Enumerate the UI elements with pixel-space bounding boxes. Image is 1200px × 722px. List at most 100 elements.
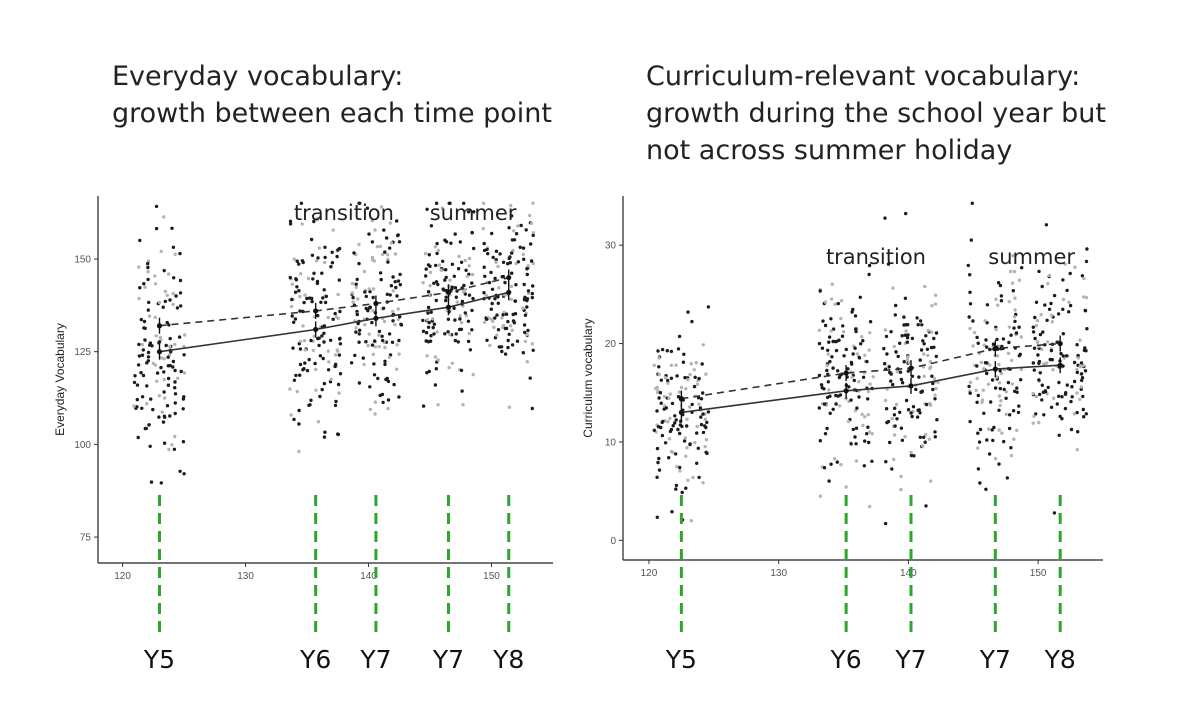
data-point: [883, 328, 887, 332]
data-point: [352, 251, 356, 255]
data-point: [899, 487, 903, 492]
data-point: [898, 370, 903, 374]
data-point: [160, 410, 164, 414]
data-point: [307, 403, 311, 407]
data-point: [867, 430, 872, 434]
data-point: [147, 300, 151, 305]
data-point: [993, 386, 998, 390]
data-point: [854, 459, 859, 463]
data-point: [459, 368, 464, 373]
data-point: [371, 309, 375, 313]
data-point: [904, 211, 908, 216]
data-point: [295, 285, 299, 289]
data-point: [510, 214, 514, 218]
y-tick-label: 75: [80, 533, 92, 544]
data-point: [1015, 386, 1019, 390]
data-point: [163, 299, 167, 304]
data-point: [162, 268, 166, 273]
data-point: [162, 377, 166, 382]
data-point: [434, 367, 438, 371]
data-point: [183, 333, 187, 337]
data-point: [655, 475, 659, 479]
data-point: [167, 447, 171, 452]
data-point: [508, 261, 512, 265]
data-point: [167, 272, 171, 276]
data-point: [443, 278, 447, 282]
data-point: [976, 467, 981, 471]
data-point: [1038, 371, 1043, 375]
data-point: [1080, 376, 1085, 380]
data-point: [375, 245, 380, 249]
data-point: [460, 389, 464, 393]
data-point: [370, 218, 374, 223]
data-point: [833, 302, 837, 306]
data-point: [821, 319, 825, 323]
data-point: [884, 334, 889, 339]
data-point: [386, 260, 390, 264]
data-point: [1045, 340, 1050, 344]
data-point: [998, 386, 1002, 391]
data-point: [1063, 392, 1068, 396]
data-point: [822, 387, 826, 391]
y-tick-label: 100: [74, 440, 91, 451]
data-point: [883, 362, 887, 366]
year-label: Y7: [979, 645, 1011, 674]
data-point: [975, 376, 979, 381]
data-point: [980, 400, 984, 404]
x-tick-label: 130: [237, 571, 254, 582]
data-point: [918, 411, 922, 415]
data-point: [440, 206, 445, 210]
data-point: [997, 362, 1001, 367]
data-point: [353, 353, 357, 358]
data-point: [1010, 382, 1014, 386]
data-point: [1049, 405, 1054, 409]
data-point: [364, 340, 368, 344]
data-point: [429, 334, 433, 338]
data-point: [165, 320, 169, 325]
data-point: [923, 440, 927, 444]
data-point: [452, 274, 456, 278]
data-point: [297, 422, 301, 426]
data-point: [926, 353, 930, 358]
data-point: [828, 394, 832, 398]
data-point: [853, 409, 858, 413]
data-point: [997, 381, 1002, 385]
data-point: [995, 354, 1000, 358]
data-point: [354, 330, 358, 334]
data-point: [327, 360, 331, 364]
data-point: [385, 376, 389, 381]
data-point: [967, 384, 971, 389]
data-point: [141, 348, 145, 352]
data-point: [361, 356, 365, 360]
data-point: [688, 442, 692, 446]
data-point: [510, 343, 515, 347]
data-point: [1031, 325, 1036, 329]
data-point: [389, 284, 394, 288]
data-point: [1009, 453, 1014, 458]
data-point: [510, 271, 514, 275]
data-point: [373, 400, 377, 404]
data-point: [367, 332, 371, 336]
data-point: [853, 346, 857, 350]
data-point: [892, 413, 897, 417]
data-point: [1034, 324, 1039, 328]
data-point: [356, 297, 360, 301]
data-point: [680, 490, 684, 495]
data-point: [433, 383, 438, 387]
data-point: [976, 341, 980, 345]
data-point: [393, 252, 398, 256]
data-point: [1001, 337, 1006, 341]
data-point: [151, 361, 155, 365]
data-point: [455, 300, 459, 304]
data-point: [354, 326, 358, 330]
data-point: [444, 298, 448, 303]
data-point: [513, 299, 517, 303]
data-point: [357, 340, 361, 344]
data-point: [1038, 392, 1042, 397]
data-point: [447, 365, 451, 370]
data-point: [1081, 407, 1086, 412]
data-point: [817, 373, 822, 378]
data-point: [323, 245, 327, 249]
data-point: [895, 370, 899, 374]
